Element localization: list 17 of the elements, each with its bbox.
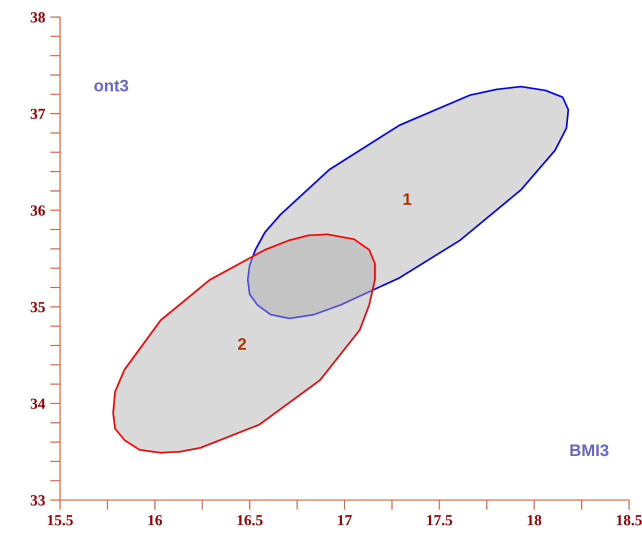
y-tick-label: 38 — [30, 12, 45, 22]
x-tick-label: 15.5 — [48, 515, 73, 526]
y-axis-title: ont3 — [94, 80, 128, 92]
y-tick-label: 33 — [30, 495, 45, 506]
y-tick-label: 37 — [30, 108, 46, 120]
x-tick-label: 17.5 — [427, 515, 452, 526]
x-tick-label: 18.5 — [616, 515, 642, 526]
x-axis-title: BMI3 — [570, 444, 608, 456]
x-tick-label: 17 — [338, 515, 352, 526]
x-tick-label: 18 — [528, 515, 542, 526]
annotation: 1 — [404, 193, 412, 205]
y-tick-label: 36 — [30, 205, 45, 216]
annotation: 2 — [238, 338, 246, 350]
x-tick-label: 16 — [148, 515, 162, 526]
y-tick-label: 35 — [30, 302, 45, 312]
y-tick-label: 34 — [30, 398, 46, 409]
x-tick-label: 16.5 — [238, 515, 262, 526]
